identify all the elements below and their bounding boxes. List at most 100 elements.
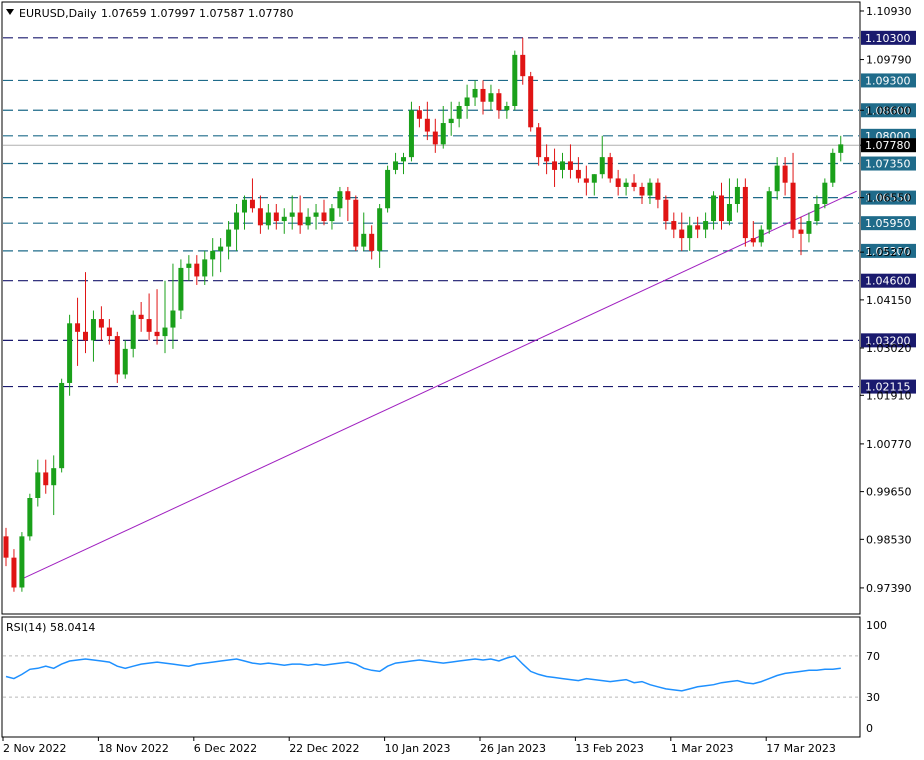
- bearish-candle: [671, 221, 677, 230]
- level-label: 1.07350: [865, 158, 911, 171]
- price-tick-label: 1.06550: [866, 192, 912, 205]
- bullish-candle: [377, 208, 383, 251]
- rsi-tick-label: 0: [866, 722, 873, 735]
- level-label-box: [861, 216, 916, 231]
- price-tick-label: 0.99650: [866, 486, 912, 499]
- level-label: 1.08600: [865, 104, 911, 117]
- bearish-candle: [321, 212, 327, 222]
- bearish-candle: [154, 331, 160, 337]
- bearish-candle: [273, 212, 279, 222]
- bullish-candle: [766, 191, 772, 230]
- time-tick-label: 6 Dec 2022: [194, 742, 257, 755]
- bullish-candle: [687, 225, 693, 239]
- bullish-candle: [623, 182, 629, 187]
- bullish-candle: [242, 199, 247, 213]
- bullish-candle: [408, 110, 414, 158]
- bullish-candle: [385, 169, 391, 209]
- level-label: 1.04600: [865, 275, 911, 288]
- price-tick-label: 1.03020: [866, 342, 912, 355]
- candles-layer: [3, 37, 844, 592]
- bearish-candle: [424, 118, 430, 132]
- bearish-candle: [663, 199, 669, 222]
- bearish-candle: [138, 314, 144, 320]
- bearish-candle: [432, 131, 438, 145]
- rsi-layer: 100 70 30 0: [3, 619, 887, 735]
- bearish-candle: [114, 336, 120, 375]
- rsi-panel-frame: [1, 616, 861, 738]
- bullish-candle: [464, 97, 470, 106]
- bullish-candle: [186, 263, 192, 268]
- level-label-box: [861, 156, 916, 171]
- bearish-candle: [552, 161, 558, 170]
- price-tick-label: 1.08600: [866, 104, 912, 117]
- bullish-candle: [226, 229, 232, 247]
- bullish-candle: [472, 88, 478, 98]
- bearish-candle: [98, 319, 104, 328]
- bullish-candle: [313, 212, 319, 217]
- price-tick-label: 1.00770: [866, 438, 912, 451]
- bearish-candle: [615, 178, 621, 187]
- time-tick-label: 13 Feb 2023: [575, 742, 643, 755]
- bullish-candle: [170, 310, 176, 328]
- bearish-candle: [11, 557, 17, 588]
- bearish-candle: [695, 225, 701, 230]
- bullish-candle: [448, 118, 454, 124]
- bullish-candle: [591, 174, 597, 183]
- bearish-candle: [607, 157, 613, 179]
- time-tick-label: 22 Dec 2022: [289, 742, 359, 755]
- level-label: 1.05950: [865, 217, 911, 230]
- bearish-candle: [536, 127, 542, 158]
- price-tick-label: 0.97390: [866, 582, 912, 595]
- bearish-candle: [297, 212, 303, 226]
- bullish-candle: [726, 204, 732, 222]
- bearish-candle: [75, 323, 81, 332]
- bullish-candle: [122, 348, 128, 375]
- bearish-candle: [496, 93, 502, 111]
- level-label: 1.06550: [865, 192, 911, 205]
- symbol-header: EURUSD,Daily 1.07659 1.07997 1.07587 1.0…: [6, 7, 293, 20]
- bullish-candle: [504, 106, 510, 111]
- level-label: 1.05300: [865, 245, 911, 258]
- bullish-candle: [401, 157, 406, 162]
- bullish-candle: [329, 208, 335, 222]
- ohlc-values: 1.07659 1.07997 1.07587 1.07780: [101, 7, 293, 20]
- level-label-box: [861, 333, 916, 348]
- bullish-candle: [361, 233, 367, 247]
- bullish-candle: [512, 54, 518, 106]
- bullish-candle: [289, 212, 295, 217]
- level-label-box: [861, 30, 916, 45]
- bullish-candle: [19, 536, 25, 588]
- price-tick-label: 1.04150: [866, 294, 912, 307]
- bullish-candle: [27, 498, 33, 537]
- bearish-candle: [782, 165, 788, 183]
- bearish-candle: [3, 536, 9, 558]
- time-tick-label: 17 Mar 2023: [766, 742, 836, 755]
- time-tick-label: 18 Nov 2022: [98, 742, 168, 755]
- dropdown-triangle-icon[interactable]: [6, 9, 14, 15]
- level-label-box: [861, 73, 916, 88]
- bullish-candle: [218, 246, 224, 251]
- bearish-candle: [655, 182, 661, 200]
- bearish-candle: [146, 319, 152, 332]
- bullish-candle: [838, 144, 844, 153]
- bearish-candle: [480, 88, 486, 102]
- bearish-candle: [544, 157, 550, 162]
- bullish-candle: [305, 216, 311, 226]
- bullish-candle: [647, 182, 653, 196]
- bullish-candle: [560, 161, 565, 170]
- price-tick-label: 1.09790: [866, 54, 912, 67]
- bullish-candle: [234, 212, 240, 230]
- time-tick-label: 26 Jan 2023: [480, 742, 546, 755]
- current-price-box: [861, 138, 916, 153]
- bullish-candle: [67, 323, 73, 383]
- bullish-candle: [488, 93, 494, 102]
- bullish-candle: [711, 195, 717, 222]
- bearish-candle: [106, 327, 112, 337]
- level-label-box: [861, 243, 916, 258]
- bullish-candle: [806, 221, 812, 234]
- rsi-header: RSI(14) 58.0414: [6, 621, 95, 634]
- bullish-candle: [734, 186, 740, 204]
- bullish-candle: [774, 165, 780, 192]
